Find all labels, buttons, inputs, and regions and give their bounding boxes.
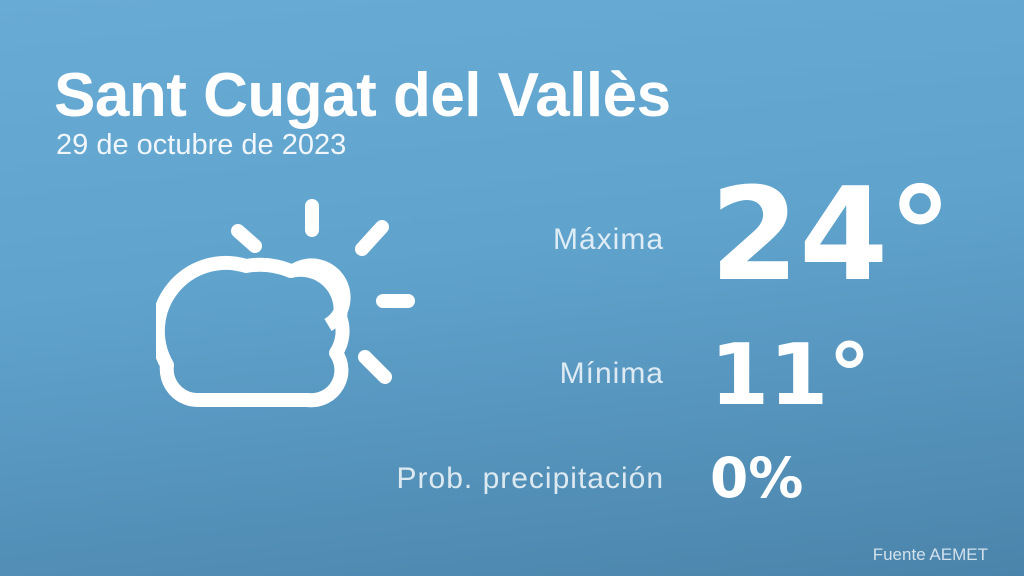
date-label: 29 de octubre de 2023 (56, 129, 347, 161)
precipitation-value: 0% (710, 446, 804, 510)
sun-ray-bottom-right (358, 350, 392, 384)
sun-behind-cloud-icon (156, 197, 418, 415)
page-title: Sant Cugat del Vallès (54, 61, 671, 130)
sun-ray-top-right (355, 220, 389, 256)
sun-ray-top-left (231, 224, 262, 253)
cloud-outline (156, 255, 350, 408)
source-credit: Fuente AEMET (872, 545, 988, 564)
max-temp-value: 24° (710, 161, 953, 310)
min-temp-value: 11° (710, 326, 871, 425)
min-temp-label: Mínima (559, 357, 664, 390)
precipitation-label: Prob. precipitación (396, 462, 664, 495)
max-temp-label: Máxima (552, 223, 664, 256)
